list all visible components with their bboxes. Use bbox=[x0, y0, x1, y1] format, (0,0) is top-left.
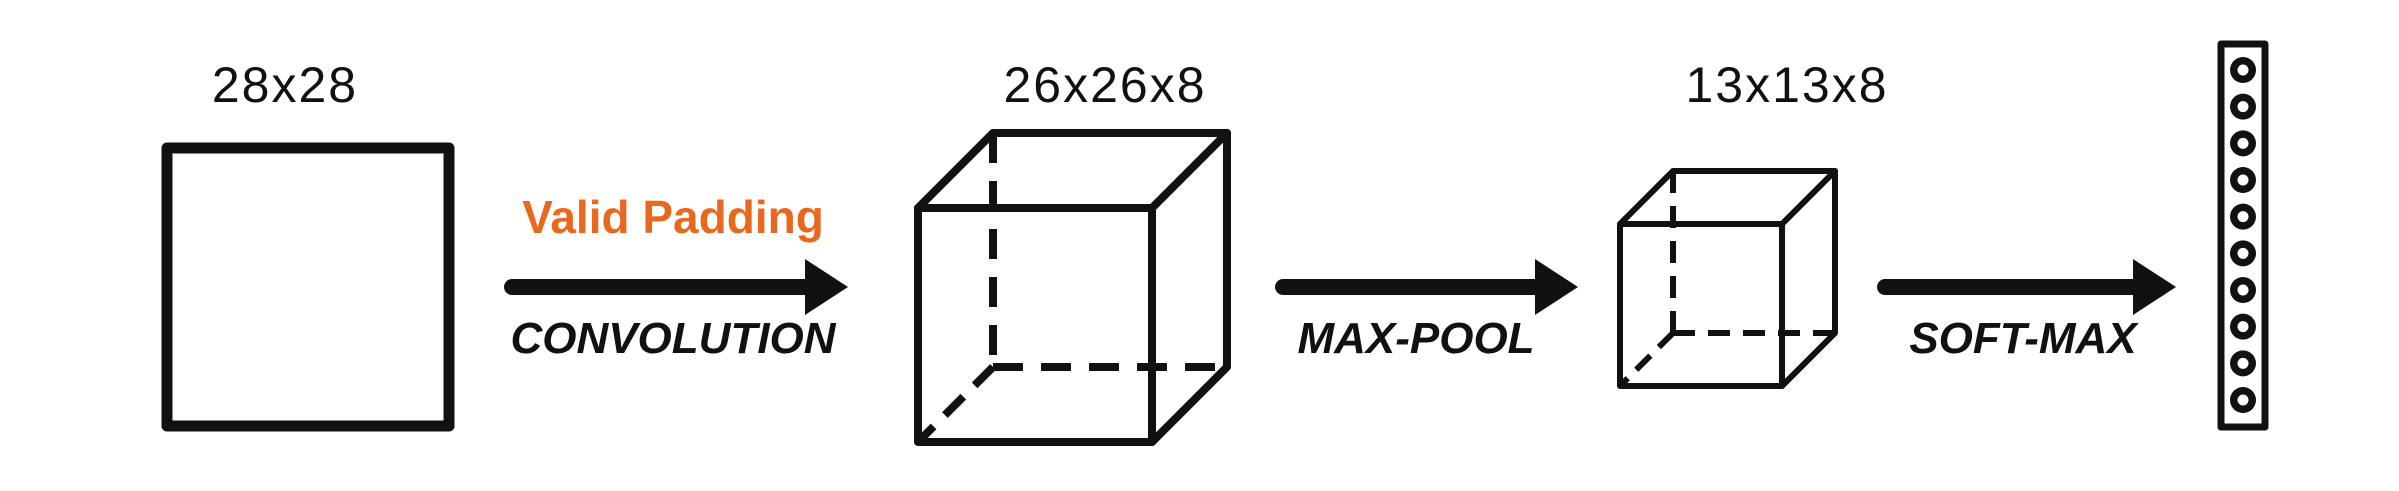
softmax-node-center bbox=[2237, 321, 2249, 333]
softmax-node-center bbox=[2237, 101, 2249, 113]
convolution-arrow bbox=[504, 259, 848, 315]
conv-output-dim-label: 26x26x8 bbox=[1003, 57, 1206, 113]
max-pool-arrow bbox=[1275, 259, 1578, 315]
softmax-node-center bbox=[2237, 357, 2249, 369]
input-square bbox=[161, 142, 455, 432]
softmax-nodes bbox=[2230, 57, 2256, 413]
softmax-node-center bbox=[2237, 394, 2249, 406]
softmax-node-center bbox=[2237, 211, 2249, 223]
softmax-node-center bbox=[2237, 247, 2249, 259]
convolution-label: CONVOLUTION bbox=[510, 314, 836, 363]
softmax-node-center bbox=[2237, 284, 2249, 296]
softmax-output-vector bbox=[2217, 40, 2269, 431]
softmax-node-center bbox=[2237, 64, 2249, 76]
soft-max-label: SOFT-MAX bbox=[1909, 314, 2139, 363]
input-dim-label: 28x28 bbox=[212, 57, 358, 113]
pool-output-dim-label: 13x13x8 bbox=[1685, 57, 1888, 113]
max-pool-label: MAX-POOL bbox=[1297, 314, 1534, 363]
softmax-node-center bbox=[2237, 137, 2249, 149]
conv-output-cube bbox=[914, 129, 1231, 446]
convolution-note-label: Valid Padding bbox=[522, 191, 824, 243]
pool-output-cube bbox=[1617, 168, 1838, 389]
softmax-node-center bbox=[2237, 174, 2249, 186]
soft-max-arrow bbox=[1877, 259, 2176, 315]
